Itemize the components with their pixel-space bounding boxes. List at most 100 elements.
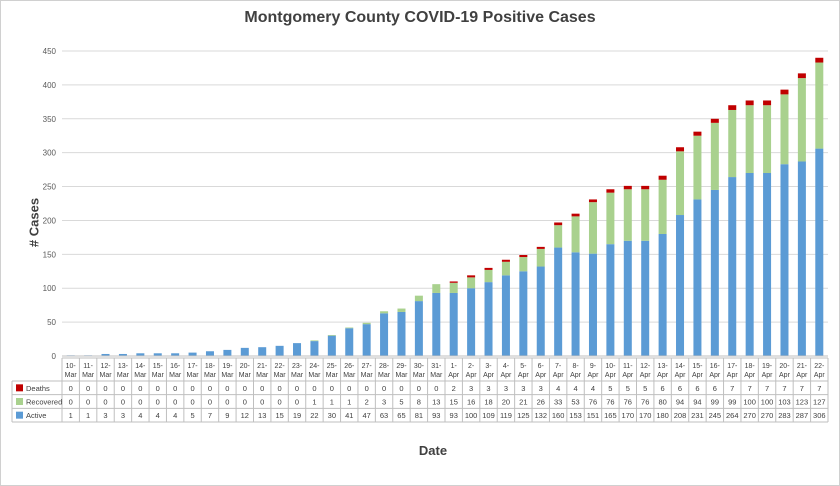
y-tick-label: 0 xyxy=(52,352,57,361)
table-value-deaths: 0 xyxy=(243,384,247,393)
bar-recovered xyxy=(519,257,528,272)
table-value-recovered: 76 xyxy=(606,398,614,407)
table-value-active: 306 xyxy=(813,411,826,420)
table-value-deaths: 7 xyxy=(800,384,804,393)
table-value-active: 132 xyxy=(534,411,547,420)
table-value-recovered: 2 xyxy=(365,398,369,407)
table-value-recovered: 0 xyxy=(103,398,107,407)
table-value-deaths: 5 xyxy=(643,384,647,393)
y-tick-label: 200 xyxy=(43,216,57,225)
table-value-deaths: 0 xyxy=(399,384,403,393)
x-category-label: 11-Mar xyxy=(82,363,95,379)
bar-deaths xyxy=(536,246,545,249)
bar-active xyxy=(205,351,214,356)
table-value-recovered: 94 xyxy=(676,398,684,407)
table-value-recovered: 0 xyxy=(295,398,299,407)
bar-active xyxy=(136,353,145,356)
table-value-active: 208 xyxy=(674,411,687,420)
x-category-label: 8-Apr xyxy=(570,363,582,379)
table-value-recovered: 15 xyxy=(450,398,458,407)
legend-swatch-active xyxy=(16,411,23,419)
x-category-label: 10-Mar xyxy=(65,363,78,379)
table-value-deaths: 0 xyxy=(69,384,73,393)
table-value-deaths: 4 xyxy=(573,384,577,393)
table-value-recovered: 100 xyxy=(761,398,774,407)
bar-recovered xyxy=(380,311,389,314)
table-value-active: 270 xyxy=(743,411,756,420)
table-value-deaths: 0 xyxy=(225,384,229,393)
table-value-active: 151 xyxy=(587,411,600,420)
bar-active xyxy=(310,341,319,356)
bar-deaths xyxy=(571,213,580,217)
table-value-recovered: 99 xyxy=(728,398,736,407)
x-category-label: 19-Apr xyxy=(762,363,774,379)
x-category-label: 17-Mar xyxy=(187,363,200,379)
bar-recovered xyxy=(432,284,441,293)
bar-deaths xyxy=(797,73,806,79)
table-value-deaths: 0 xyxy=(86,384,90,393)
table-value-recovered: 3 xyxy=(382,398,386,407)
table-value-deaths: 6 xyxy=(678,384,682,393)
x-category-label: 26-Mar xyxy=(343,363,356,379)
x-category-label: 7-Apr xyxy=(553,363,565,379)
bar-deaths xyxy=(623,185,632,190)
table-value-recovered: 0 xyxy=(138,398,142,407)
x-category-label: 12-Mar xyxy=(99,363,112,379)
table-value-active: 283 xyxy=(778,411,791,420)
table-value-recovered: 16 xyxy=(467,398,475,407)
table-value-active: 93 xyxy=(450,411,458,420)
bar-active xyxy=(449,292,458,356)
x-category-label: 2-Apr xyxy=(466,363,478,379)
bar-deaths xyxy=(449,281,458,283)
table-value-recovered: 76 xyxy=(624,398,632,407)
x-category-label: 30-Mar xyxy=(413,363,426,379)
bar-deaths xyxy=(554,222,563,226)
table-value-recovered: 123 xyxy=(796,398,809,407)
y-tick-label: 450 xyxy=(43,47,57,56)
x-category-label: 13-Apr xyxy=(657,363,669,379)
table-value-recovered: 26 xyxy=(537,398,545,407)
table-value-recovered: 127 xyxy=(813,398,826,407)
bar-recovered xyxy=(676,151,685,216)
table-value-recovered: 8 xyxy=(417,398,421,407)
x-category-label: 13-Mar xyxy=(117,363,130,379)
table-value-recovered: 103 xyxy=(778,398,791,407)
x-category-label: 15-Mar xyxy=(152,363,165,379)
bar-active xyxy=(676,215,685,356)
y-tick-label: 350 xyxy=(43,115,57,124)
table-value-deaths: 0 xyxy=(138,384,142,393)
x-category-label: 5-Apr xyxy=(518,363,530,379)
bar-deaths xyxy=(676,147,685,152)
table-value-recovered: 94 xyxy=(693,398,701,407)
x-category-label: 28-Mar xyxy=(378,363,391,379)
table-value-active: 7 xyxy=(208,411,212,420)
y-tick-label: 100 xyxy=(43,284,57,293)
legend-swatch-recovered xyxy=(16,398,23,405)
bar-active xyxy=(258,347,267,356)
table-value-active: 153 xyxy=(569,411,582,420)
table-value-deaths: 4 xyxy=(591,384,595,393)
y-tick-label: 50 xyxy=(47,318,56,327)
bar-active xyxy=(728,177,737,356)
table-value-recovered: 0 xyxy=(86,398,90,407)
x-category-label: 20-Apr xyxy=(779,363,791,379)
table-value-active: 264 xyxy=(726,411,739,420)
table-value-recovered: 18 xyxy=(484,398,492,407)
table-value-deaths: 0 xyxy=(190,384,194,393)
x-category-label: 29-Mar xyxy=(395,363,408,379)
table-value-recovered: 1 xyxy=(347,398,351,407)
table-value-active: 165 xyxy=(604,411,617,420)
table-value-recovered: 0 xyxy=(173,398,177,407)
table-value-deaths: 0 xyxy=(312,384,316,393)
bar-active xyxy=(171,353,180,356)
bar-active xyxy=(797,161,806,356)
bar-recovered xyxy=(467,277,476,289)
table-value-recovered: 0 xyxy=(225,398,229,407)
table-value-active: 9 xyxy=(225,411,229,420)
bar-recovered xyxy=(745,105,754,173)
table-value-active: 180 xyxy=(656,411,669,420)
bar-deaths xyxy=(588,199,597,203)
table-value-recovered: 0 xyxy=(156,398,160,407)
table-value-active: 93 xyxy=(432,411,440,420)
